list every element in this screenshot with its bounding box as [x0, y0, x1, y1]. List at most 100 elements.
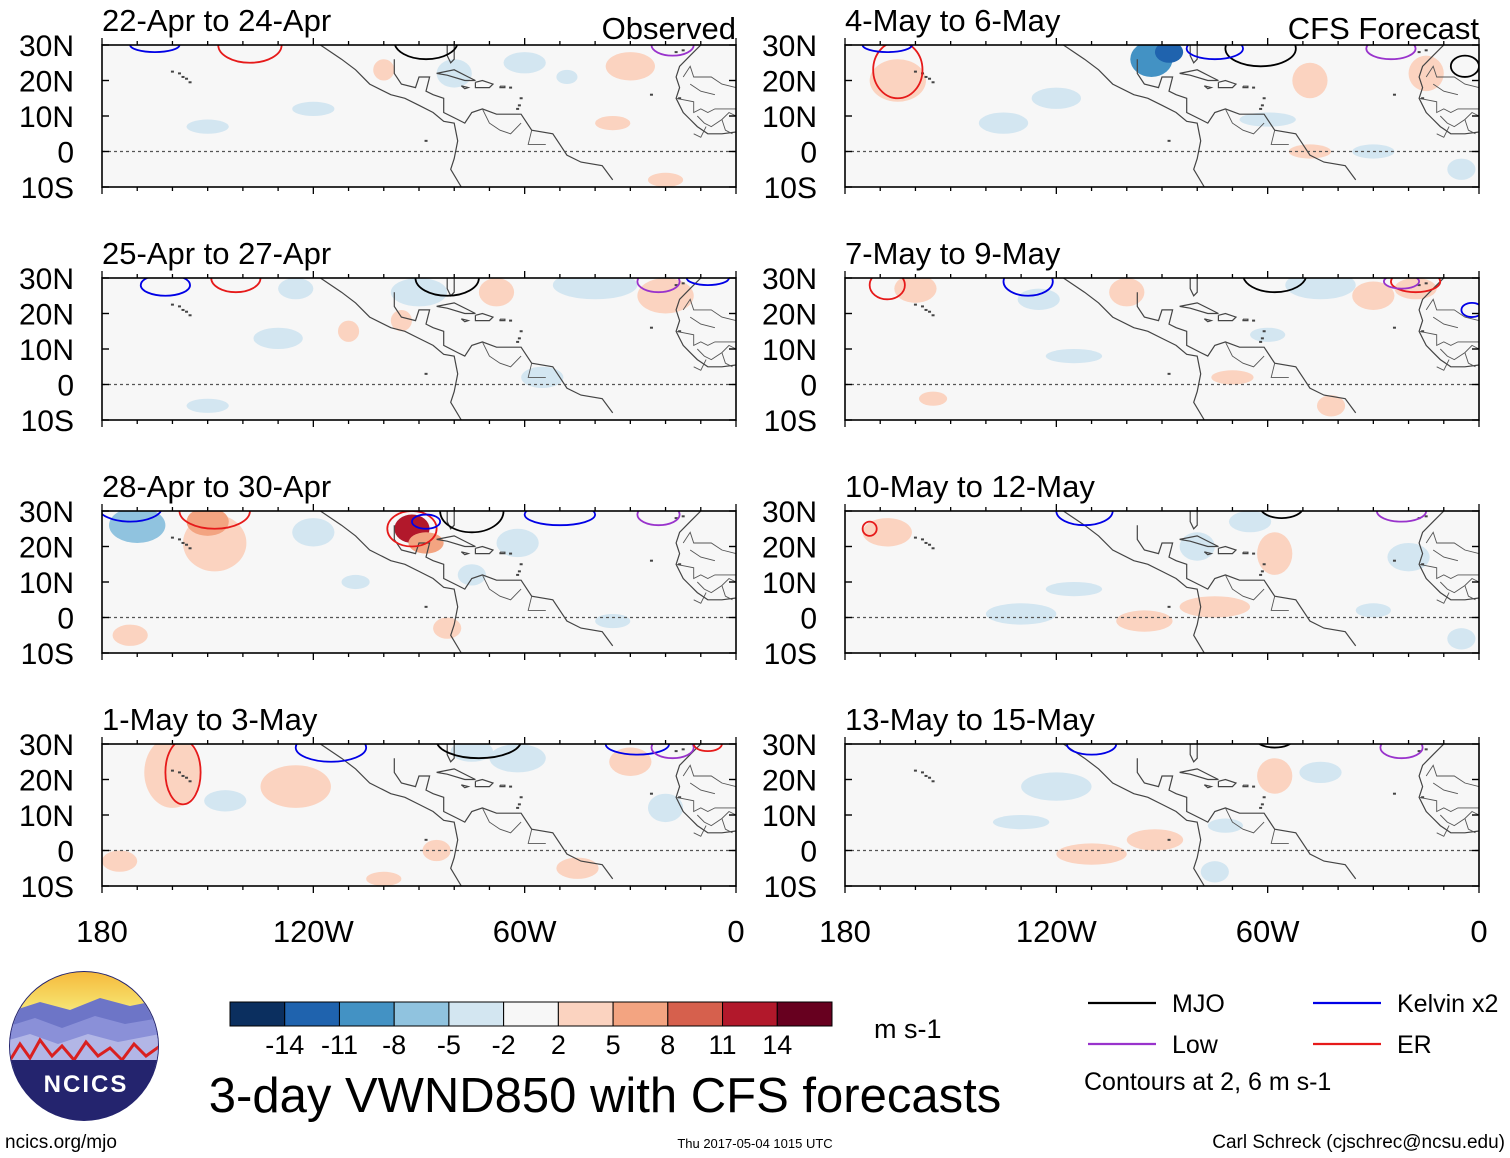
anomaly-blob	[109, 511, 166, 543]
coastline	[474, 79, 495, 89]
contour-mjo	[436, 744, 522, 760]
border-line	[481, 574, 522, 601]
island	[509, 785, 513, 788]
colorbar-swatch	[557, 1001, 614, 1027]
island	[424, 139, 428, 142]
island	[1167, 838, 1171, 841]
contour-mjo	[1258, 744, 1292, 749]
contour-kelvin	[523, 511, 597, 527]
coastline	[460, 784, 471, 789]
border-line	[1419, 330, 1479, 347]
contour-mjo	[394, 45, 459, 61]
border-line	[676, 330, 736, 347]
anomaly-blob	[373, 59, 395, 81]
y-tick-label: 20N	[19, 765, 74, 798]
island	[170, 769, 174, 772]
island	[1417, 284, 1421, 287]
colorbar-swatch	[229, 1001, 286, 1027]
island	[1424, 515, 1428, 518]
coastline	[499, 85, 506, 89]
coastline	[675, 278, 736, 368]
contour-kelvin	[1055, 511, 1114, 527]
island	[188, 314, 192, 317]
anomaly-blob	[204, 790, 247, 812]
island	[913, 70, 917, 73]
island	[928, 77, 932, 80]
coastline	[393, 758, 614, 880]
anomaly-blob	[478, 278, 515, 307]
coastline	[474, 778, 495, 788]
anomaly-blob	[1109, 278, 1145, 307]
anomaly-blob	[1045, 582, 1103, 597]
island	[913, 769, 917, 772]
y-tick-label: 0	[57, 137, 74, 170]
y-tick-label: 0	[800, 370, 817, 403]
contour-kelvin	[685, 278, 730, 286]
anomaly-blob	[253, 327, 303, 349]
border-line	[1436, 359, 1450, 371]
border-line	[1432, 316, 1459, 329]
y-tick-label: 10S	[21, 172, 74, 205]
border-line	[481, 108, 522, 135]
anomaly-blob	[918, 391, 948, 406]
anomaly-blob	[1285, 278, 1356, 300]
border-line	[693, 825, 707, 837]
colorbar-label: -2	[492, 1030, 516, 1060]
coastline	[675, 511, 736, 601]
legend-label: MJO	[1172, 990, 1225, 1018]
contour-kelvin	[1460, 301, 1479, 318]
contour-legend: MJO Kelvin x2 Low ER	[1088, 990, 1498, 1059]
y-tick-label: 10S	[21, 638, 74, 671]
coastline	[499, 318, 506, 322]
anomaly-blob	[1352, 281, 1395, 310]
island	[924, 75, 928, 78]
x-tick-label: 120W	[273, 914, 355, 949]
border-line	[1439, 577, 1479, 594]
island	[170, 70, 174, 73]
island	[509, 86, 513, 89]
border-line	[1425, 298, 1479, 322]
contour-kelvin	[1185, 45, 1244, 61]
anomaly-blob	[260, 765, 331, 808]
x-tick-label: 120W	[1016, 914, 1098, 949]
coastline	[1203, 318, 1214, 323]
island	[1252, 552, 1256, 555]
island	[177, 771, 181, 774]
island	[185, 310, 189, 313]
island	[185, 776, 189, 779]
panel-title: 13-May to 15-May	[845, 702, 1095, 737]
contour-er	[178, 511, 251, 530]
island	[1260, 337, 1264, 340]
panel-title: 10-May to 12-May	[845, 469, 1095, 504]
x-tick-label: 180	[76, 914, 128, 949]
border-line	[696, 344, 736, 361]
border-line	[1270, 596, 1289, 611]
island	[681, 748, 685, 751]
island	[674, 284, 678, 287]
y-tick-label: 30N	[19, 263, 74, 296]
contour-kelvin	[102, 511, 162, 523]
island	[1167, 372, 1171, 375]
border-line	[1464, 585, 1476, 601]
anomaly-blob	[341, 574, 370, 590]
colorbar-label: -11	[321, 1030, 358, 1060]
border-line	[682, 531, 736, 555]
contour-kelvin	[1066, 744, 1118, 756]
contour-kelvin	[604, 744, 670, 756]
coastline	[1189, 45, 1198, 64]
coastline	[393, 59, 614, 181]
panel-tag: CFS Forecast	[1288, 11, 1480, 46]
border-line	[1432, 83, 1459, 96]
panel-title: 22-Apr to 24-Apr	[102, 3, 331, 38]
island	[185, 77, 189, 80]
colorbar-swatch	[284, 1001, 340, 1027]
anomaly-blob	[102, 850, 138, 872]
anomaly-blob	[496, 528, 539, 558]
island	[1259, 806, 1263, 809]
island	[177, 72, 181, 75]
colorbar: -14 -11 -8 -5 -2 2 5 8 11 14	[229, 1001, 833, 1060]
island	[924, 774, 928, 777]
